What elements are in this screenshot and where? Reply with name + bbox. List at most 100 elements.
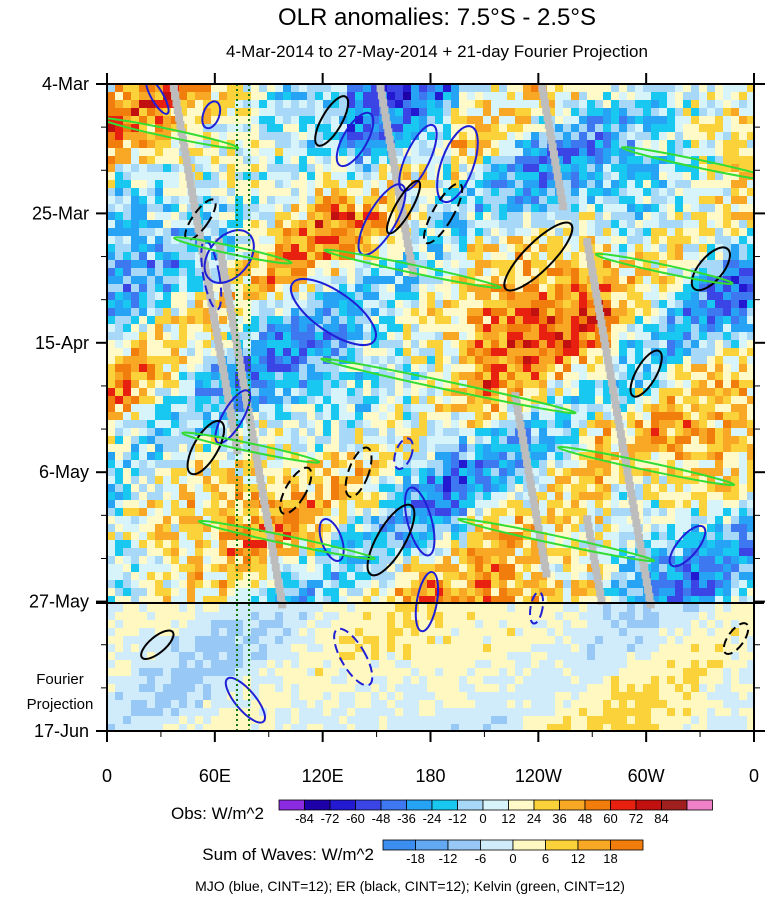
heatmap-cell bbox=[187, 340, 195, 348]
heatmap-cell bbox=[411, 524, 419, 532]
heatmap-cell bbox=[355, 308, 363, 316]
heatmap-cell bbox=[331, 572, 339, 580]
heatmap-cell bbox=[547, 412, 555, 420]
heatmap-cell bbox=[259, 172, 267, 180]
heatmap-cell bbox=[475, 548, 483, 556]
heatmap-cell bbox=[219, 124, 227, 132]
heatmap-cell bbox=[531, 308, 539, 316]
heatmap-cell bbox=[443, 196, 451, 204]
heatmap-cell bbox=[131, 444, 139, 452]
heatmap-cell bbox=[571, 508, 579, 516]
heatmap-cell bbox=[475, 236, 483, 244]
heatmap-cell bbox=[259, 156, 267, 164]
heatmap-cell bbox=[347, 284, 355, 292]
heatmap-cell bbox=[715, 508, 723, 516]
heatmap-cell bbox=[707, 220, 715, 228]
heatmap-cell bbox=[203, 204, 211, 212]
heatmap-cell bbox=[403, 420, 411, 428]
heatmap-cell bbox=[683, 124, 691, 132]
heatmap-cell bbox=[731, 268, 739, 276]
heatmap-cell bbox=[243, 300, 251, 308]
heatmap-cell bbox=[131, 460, 139, 468]
heatmap-cell bbox=[675, 532, 683, 540]
heatmap-cell bbox=[371, 100, 379, 108]
heatmap-cell bbox=[195, 332, 203, 340]
heatmap-cell bbox=[123, 524, 131, 532]
heatmap-cell bbox=[715, 500, 723, 508]
heatmap-cell bbox=[171, 140, 179, 148]
heatmap-cell bbox=[523, 204, 531, 212]
heatmap-cell bbox=[739, 452, 747, 460]
heatmap-cell bbox=[195, 556, 203, 564]
heatmap-cell bbox=[707, 508, 715, 516]
heatmap-cell bbox=[699, 260, 707, 268]
heatmap-cell bbox=[123, 388, 131, 396]
heatmap-cell bbox=[395, 268, 403, 276]
heatmap-cell bbox=[163, 308, 171, 316]
heatmap-cell bbox=[475, 556, 483, 564]
heatmap-cell bbox=[139, 212, 147, 220]
heatmap-cell bbox=[563, 100, 571, 108]
heatmap-cell bbox=[403, 92, 411, 100]
heatmap-cell bbox=[571, 132, 579, 140]
heatmap-cell bbox=[155, 300, 163, 308]
heatmap-cell bbox=[435, 508, 443, 516]
heatmap-cell bbox=[475, 468, 483, 476]
heatmap-cell bbox=[411, 324, 419, 332]
heatmap-cell bbox=[691, 300, 699, 308]
heatmap-cell bbox=[619, 532, 627, 540]
heatmap-cell bbox=[739, 380, 747, 388]
heatmap-cell bbox=[451, 372, 459, 380]
heatmap-cell bbox=[499, 476, 507, 484]
heatmap-cell bbox=[243, 364, 251, 372]
heatmap-cell bbox=[355, 492, 363, 500]
heatmap-cell bbox=[259, 396, 267, 404]
heatmap-cell bbox=[371, 92, 379, 100]
heatmap-cell bbox=[731, 524, 739, 532]
heatmap-cell bbox=[147, 276, 155, 284]
heatmap-cell bbox=[235, 236, 243, 244]
heatmap-cell bbox=[379, 396, 387, 404]
heatmap-cell bbox=[323, 492, 331, 500]
heatmap-cell bbox=[259, 252, 267, 260]
heatmap-cell bbox=[291, 452, 299, 460]
heatmap-cell bbox=[243, 332, 251, 340]
heatmap-cell bbox=[643, 476, 651, 484]
heatmap-cell bbox=[307, 484, 315, 492]
heatmap-cell bbox=[179, 524, 187, 532]
heatmap-cell bbox=[171, 412, 179, 420]
heatmap-cell bbox=[315, 508, 323, 516]
heatmap-cell bbox=[315, 124, 323, 132]
heatmap-cell bbox=[491, 140, 499, 148]
heatmap-cell bbox=[291, 268, 299, 276]
heatmap-cell bbox=[427, 492, 435, 500]
heatmap-cell bbox=[459, 532, 467, 540]
heatmap-cell bbox=[651, 228, 659, 236]
heatmap-cell bbox=[267, 484, 275, 492]
heatmap-cell bbox=[227, 564, 235, 572]
heatmap-cell bbox=[267, 492, 275, 500]
heatmap-cell bbox=[283, 292, 291, 300]
heatmap-cell bbox=[147, 508, 155, 516]
heatmap-cell bbox=[523, 124, 531, 132]
heatmap-cell bbox=[483, 332, 491, 340]
heatmap-cell bbox=[427, 148, 435, 156]
heatmap-cell bbox=[747, 84, 754, 92]
heatmap-cell bbox=[123, 452, 131, 460]
heatmap-cell bbox=[339, 268, 347, 276]
heatmap-cell bbox=[163, 460, 171, 468]
heatmap-cell bbox=[395, 100, 403, 108]
heatmap-cell bbox=[331, 484, 339, 492]
heatmap-cell bbox=[155, 484, 163, 492]
heatmap-cell bbox=[227, 100, 235, 108]
heatmap-cell bbox=[651, 476, 659, 484]
heatmap-cell bbox=[275, 380, 283, 388]
heatmap-cell bbox=[555, 380, 563, 388]
heatmap-cell bbox=[315, 500, 323, 508]
heatmap-cell bbox=[523, 276, 531, 284]
heatmap-cell bbox=[403, 284, 411, 292]
heatmap-cell bbox=[243, 444, 251, 452]
heatmap-cell bbox=[403, 508, 411, 516]
heatmap-cell bbox=[499, 356, 507, 364]
heatmap-cell bbox=[483, 484, 491, 492]
